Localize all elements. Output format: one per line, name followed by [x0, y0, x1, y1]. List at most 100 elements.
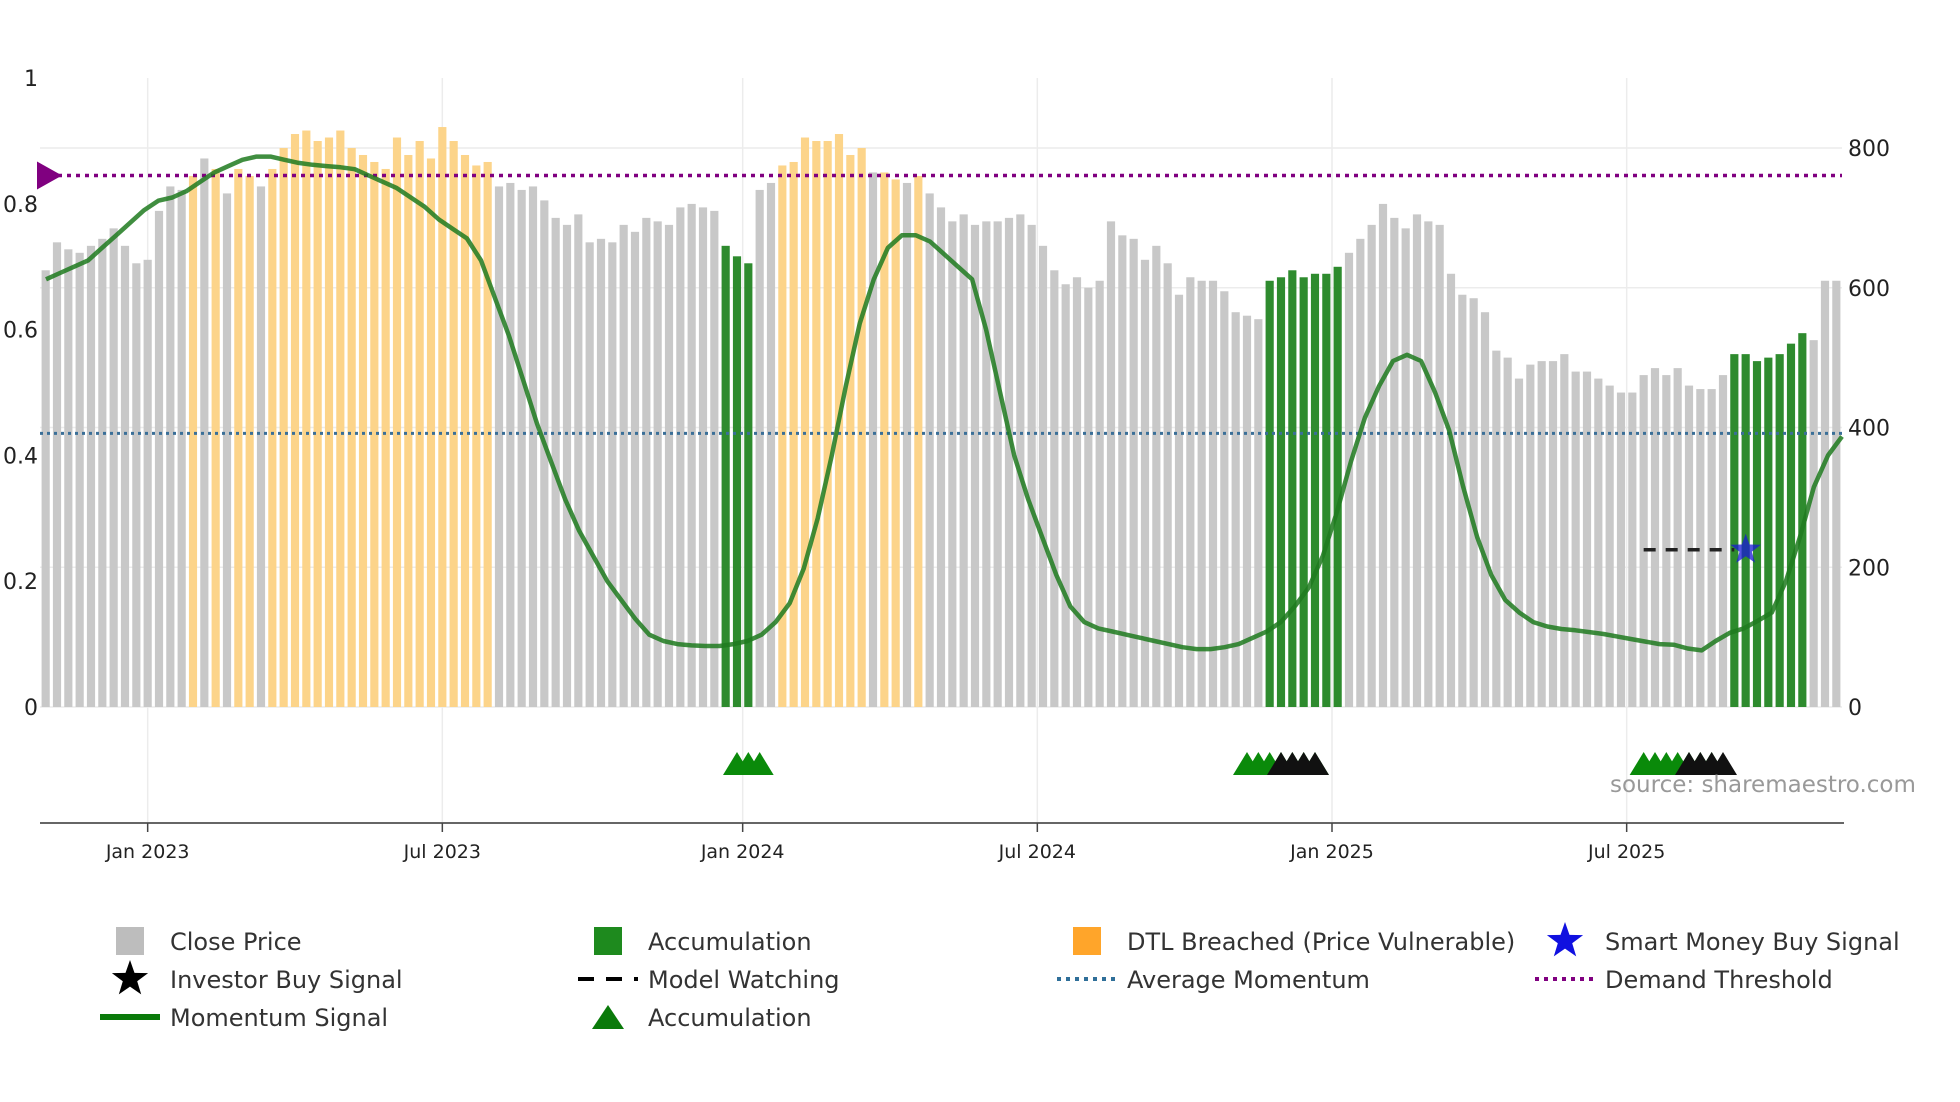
accumulation-bar: [1322, 273, 1331, 707]
close-price-bar: [1616, 392, 1626, 707]
accumulation-bar: [1310, 273, 1320, 707]
accumulation-bar: [721, 245, 730, 707]
legend-label: Momentum Signal: [170, 1004, 388, 1032]
dtl-bar: [279, 148, 288, 707]
close-price-bar: [1526, 364, 1535, 707]
legend-item-demand: Demand Threshold: [1535, 966, 1833, 994]
close-price-bar: [1016, 214, 1025, 707]
close-price-bar: [1129, 238, 1138, 707]
close-price-bar: [970, 224, 980, 708]
dtl-bar: [823, 141, 832, 707]
close-price-bar: [1072, 277, 1082, 707]
close-price-bar: [494, 186, 504, 707]
reference-lines: [37, 161, 1842, 435]
close-price-bar: [154, 210, 164, 707]
close-price-bar: [1208, 280, 1218, 707]
x-tick-label: Jan 2024: [700, 841, 785, 863]
close-price-bar: [982, 221, 991, 707]
legend-item-acc_tri: Accumulation: [592, 1004, 812, 1032]
close-price-bar: [132, 263, 141, 707]
momentum-layer: [45, 154, 1844, 653]
close-price-bar: [177, 189, 186, 708]
x-tick-label: Jul 2024: [998, 841, 1076, 863]
close-price-bar: [1809, 340, 1818, 707]
dtl-bar: [438, 127, 447, 708]
close-price-bar: [1004, 217, 1014, 707]
legend-label: Demand Threshold: [1605, 966, 1833, 994]
close-price-bar: [1832, 280, 1841, 707]
right-tick-label: 600: [1848, 277, 1890, 302]
source-label: source: sharemaestro.com: [1610, 772, 1916, 798]
close-price-bar: [1401, 228, 1410, 707]
close-price-bar: [562, 224, 572, 708]
demand-threshold-marker: [37, 161, 62, 190]
momentum-signal-line: [45, 154, 1844, 653]
close-price-bar: [1412, 214, 1422, 707]
right-tick-label: 800: [1848, 137, 1890, 162]
legend-label: Accumulation: [648, 928, 812, 956]
legend-item-dtl: DTL Breached (Price Vulnerable): [1073, 927, 1515, 956]
close-price-bar: [1220, 291, 1229, 707]
close-price-bar: [528, 186, 538, 707]
close-price-bar: [902, 182, 912, 707]
legend-label: DTL Breached (Price Vulnerable): [1127, 928, 1515, 956]
close-price-bar: [1174, 294, 1184, 707]
dtl-bar: [324, 137, 334, 708]
close-price-bar: [1344, 252, 1354, 707]
close-price-bar: [1050, 270, 1059, 707]
close-price-bar: [948, 221, 957, 707]
dtl-bar: [472, 165, 481, 707]
left-tick-label: 0: [24, 696, 38, 721]
close-price-bar: [517, 189, 526, 708]
close-price-bar: [642, 217, 651, 707]
dtl-bar: [290, 134, 300, 707]
accumulation-bar: [1730, 354, 1739, 707]
close-price-bar: [1435, 224, 1444, 708]
close-price-bar: [1673, 368, 1682, 707]
acc_tri-triangle-icon: [592, 1005, 624, 1029]
close-price-bar: [1537, 361, 1546, 707]
close-price-bar: [766, 182, 776, 707]
close-price-bar: [52, 242, 62, 708]
close-price-bar: [1254, 319, 1263, 707]
dtl-bar: [846, 154, 855, 708]
dtl-bar: [891, 179, 900, 708]
dtl-bar: [415, 141, 424, 707]
accumulation-swatch: [594, 927, 622, 955]
left-tick-label: 0.6: [3, 319, 38, 344]
close-price-bar: [1560, 354, 1569, 707]
close-price-bar: [1503, 357, 1512, 707]
close-price-bar: [585, 242, 594, 708]
close-price-bar: [1605, 385, 1614, 707]
close-price-bar: [1163, 263, 1172, 707]
x-tick-label: Jul 2023: [403, 841, 481, 863]
close-price-bar: [1231, 312, 1240, 707]
axes: Jan 2023 Jul 2023 Jan 2024 Jul 2024 Jan 2025…: [3, 67, 1890, 863]
investor-buy-marker: [1301, 752, 1329, 775]
close-price-bar: [1424, 221, 1433, 707]
close-price-bar: [1197, 280, 1206, 707]
signal-markers: [723, 533, 1761, 775]
legend-item-avg: Average Momentum: [1057, 966, 1370, 994]
dtl-bar: [211, 168, 220, 707]
dtl-bar: [914, 175, 923, 707]
accumulation-bar: [1265, 280, 1274, 707]
close-price-bar: [687, 203, 696, 707]
dtl-bar: [347, 148, 356, 707]
close-price-bar: [1458, 294, 1467, 707]
close-price-bar: [1038, 245, 1048, 707]
close-price-bar: [506, 182, 515, 707]
legend-label: Close Price: [170, 928, 302, 956]
legend-label: Accumulation: [648, 1004, 812, 1032]
close-price-bar: [64, 249, 73, 707]
close-price-bar: [1095, 280, 1104, 707]
investor-star-icon: [111, 960, 149, 995]
dtl-bar: [800, 137, 810, 708]
close-price-bar: [993, 221, 1002, 707]
dtl-bar: [268, 168, 277, 707]
close-price-bar: [1140, 259, 1150, 707]
close-price-bar: [936, 207, 946, 708]
close-price-bar: [1446, 273, 1456, 707]
dtl-bar: [426, 158, 436, 707]
